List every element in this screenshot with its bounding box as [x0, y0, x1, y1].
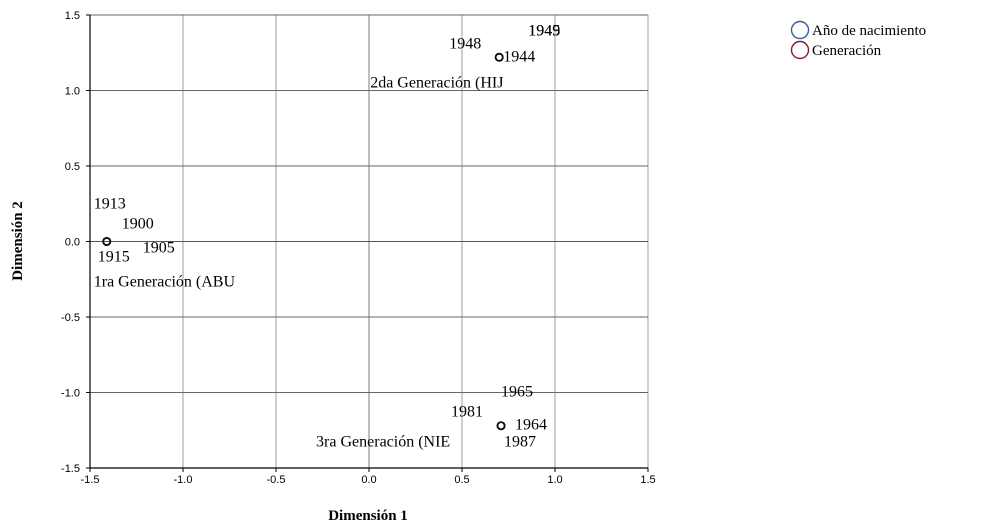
legend-item-birth-year: Año de nacimiento: [790, 20, 926, 40]
x-tick-label: 0.5: [454, 474, 469, 486]
legend-label-birth-year: Año de nacimiento: [812, 23, 926, 39]
birth-year-label: 1905: [143, 240, 175, 257]
gridlines: [90, 14, 649, 468]
birth-year-label: 1945: [528, 22, 560, 39]
birth-year-label: 1965: [501, 384, 533, 401]
birth-year-label: 1964: [515, 417, 547, 434]
birth-year-label: 1981: [451, 404, 483, 421]
birth-year-label: 1900: [122, 216, 154, 233]
generation-label: 2da Generación (HIJ: [370, 74, 503, 91]
y-tick-label: 0.0: [65, 237, 80, 249]
generation-label: 1ra Generación (ABU: [94, 274, 236, 291]
axes: -1.5 -1.0 -0.5 0.0 0.5 1.0 1.5 1.5 1.0 0.5 0.0 -0.5…: [61, 10, 656, 486]
birth-year-label: 1915: [98, 249, 130, 266]
y-tick-label: 0.5: [65, 161, 80, 173]
birth-year-label: 1913: [94, 196, 126, 213]
x-tick-label: 1.0: [547, 474, 562, 486]
data-points: [102, 52, 506, 431]
y-tick-label: -0.5: [61, 312, 80, 324]
birth-year-label: 1987: [504, 434, 536, 451]
y-tick-label: -1.5: [61, 463, 80, 475]
y-tick-label: 1.5: [65, 10, 80, 22]
legend: Año de nacimiento Generación: [790, 20, 926, 60]
birth-year-label: 1948: [449, 35, 481, 52]
x-tick-label: -0.5: [267, 474, 286, 486]
legend-marker-generation-icon: [790, 40, 810, 60]
generation-label: 3ra Generación (NIE: [316, 434, 450, 451]
x-tick-label: 1.5: [640, 474, 655, 486]
y-tick-label: 1.0: [65, 86, 80, 98]
x-axis-title: Dimensión 1: [328, 508, 408, 524]
birth-year-label: 1949: [528, 22, 560, 39]
legend-item-generation: Generación: [790, 40, 882, 60]
generation-point: [496, 421, 506, 431]
x-tick-label: 0.0: [361, 474, 376, 486]
birth-year-label: 1944: [503, 48, 535, 65]
legend-marker-birth-year-icon: [790, 20, 810, 40]
y-axis-title: Dimensión 2: [10, 201, 26, 281]
generation-point: [494, 52, 504, 62]
x-tick-label: -1.0: [174, 474, 193, 486]
legend-label-generation: Generación: [812, 43, 882, 59]
y-tick-label: -1.0: [61, 388, 80, 400]
generation-point: [102, 237, 112, 246]
x-tick-label: -1.5: [81, 474, 100, 486]
